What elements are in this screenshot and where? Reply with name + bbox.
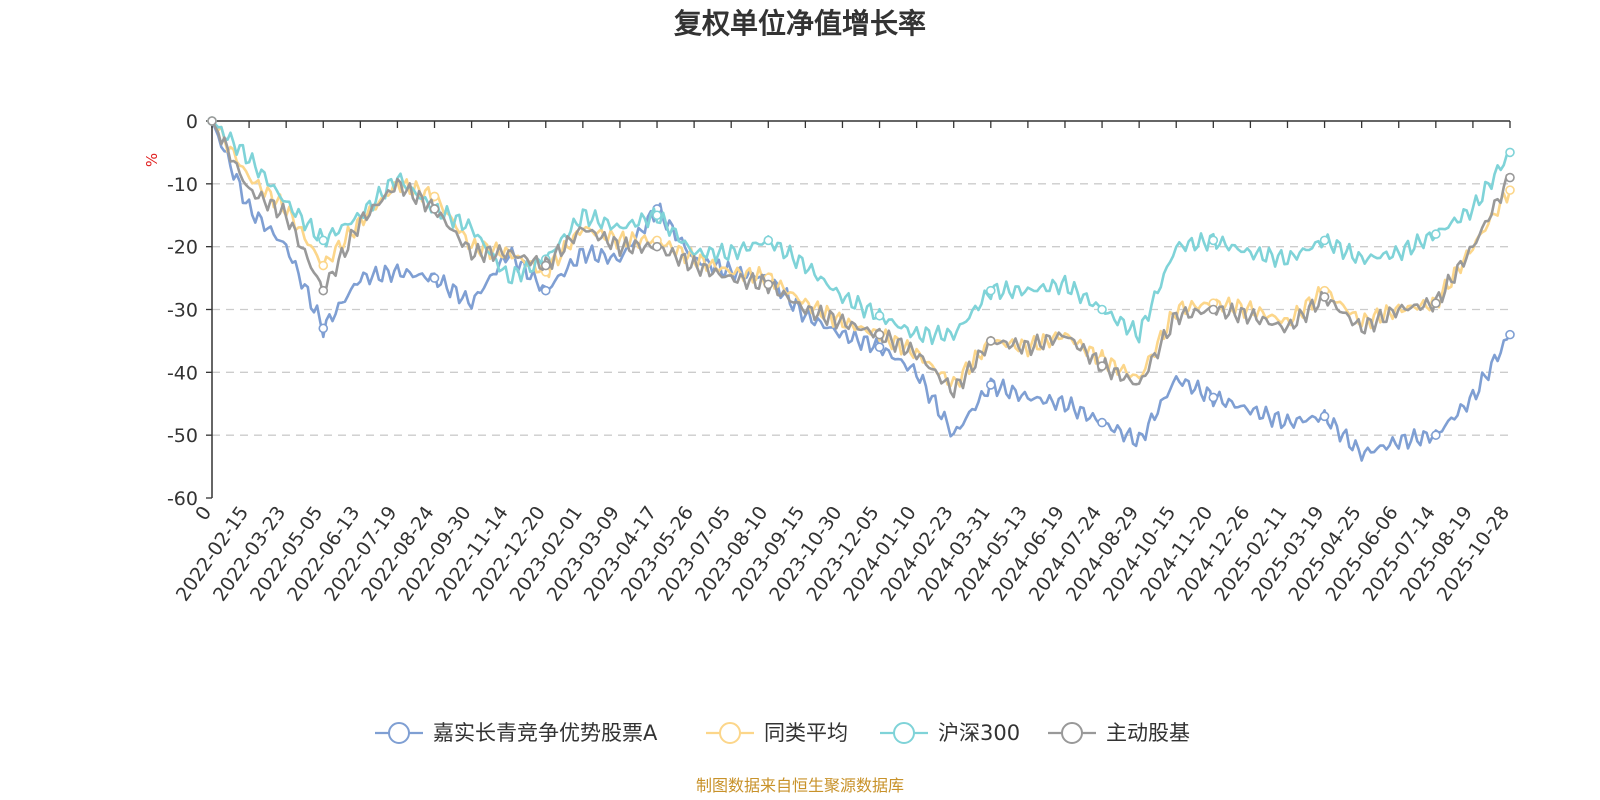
legend-item[interactable]: 沪深300 [880, 721, 1020, 745]
series-line [210, 120, 1511, 399]
data-point [1097, 361, 1107, 371]
series-lines [207, 116, 1515, 462]
data-point [874, 342, 885, 353]
data-point [652, 241, 662, 252]
y-tick-labels: 0 -10 -20 -30 -40 -50 -60 [167, 111, 212, 510]
legend-label: 沪深300 [938, 721, 1020, 745]
data-point [985, 336, 996, 346]
data-point [1431, 229, 1441, 239]
data-point [1505, 172, 1515, 183]
data-point [318, 285, 329, 296]
data-point [874, 310, 885, 321]
y-tick-label: -10 [167, 174, 198, 196]
x-tick-label: 0 [191, 502, 216, 525]
data-point [1505, 185, 1515, 195]
data-source-note: 制图数据来自恒生聚源数据库 [696, 776, 904, 795]
data-point [1208, 304, 1219, 315]
series-line [210, 120, 1512, 462]
chart-title: 复权单位净值增长率 [674, 7, 926, 40]
legend-item[interactable]: 同类平均 [706, 721, 848, 745]
legend-label: 嘉实长青竞争优势股票A [433, 721, 658, 745]
series-line [210, 120, 1512, 388]
data-point [1097, 417, 1107, 428]
legend-item[interactable]: 主动股基 [1048, 721, 1190, 745]
data-point [1097, 304, 1107, 315]
data-point [318, 260, 329, 271]
legend-marker [893, 722, 915, 744]
legend-marker [388, 722, 410, 744]
y-tick-label: 0 [186, 111, 198, 133]
legend[interactable]: 嘉实长青竞争优势股票A 同类平均 沪深300 主动股基 [375, 721, 1190, 745]
data-point [1319, 292, 1330, 302]
legend-marker [1061, 722, 1083, 744]
y-tick-label: -60 [167, 488, 198, 510]
data-point [318, 235, 329, 246]
data-point [540, 285, 551, 296]
data-point [1319, 235, 1330, 246]
data-point [1431, 430, 1441, 440]
data-point [1208, 392, 1219, 403]
legend-marker [719, 722, 741, 744]
data-point [429, 204, 440, 214]
data-point [1431, 298, 1441, 309]
y-tick-label: -30 [167, 300, 198, 322]
data-point [763, 279, 774, 290]
data-point [318, 323, 329, 334]
y-axis-unit: % [143, 153, 161, 167]
data-point [1505, 329, 1515, 340]
data-point [985, 380, 996, 390]
data-point [652, 210, 662, 221]
data-point [874, 329, 885, 340]
y-tick-label: -40 [167, 362, 198, 384]
data-point [540, 260, 551, 271]
y-tick-label: -20 [167, 237, 198, 259]
y-tick-label: -50 [167, 425, 198, 447]
data-point [429, 191, 440, 202]
data-point [207, 116, 217, 126]
data-point [985, 285, 996, 296]
data-point [1208, 235, 1219, 246]
data-point [763, 235, 774, 246]
data-point [1319, 411, 1330, 422]
legend-label: 同类平均 [764, 721, 848, 745]
data-point [1505, 147, 1515, 158]
legend-item[interactable]: 嘉实长青竞争优势股票A [375, 721, 658, 745]
data-point [429, 273, 440, 283]
legend-label: 主动股基 [1106, 721, 1190, 745]
x-tick-labels: 02022-02-152022-03-232022-05-052022-06-1… [172, 121, 1514, 605]
